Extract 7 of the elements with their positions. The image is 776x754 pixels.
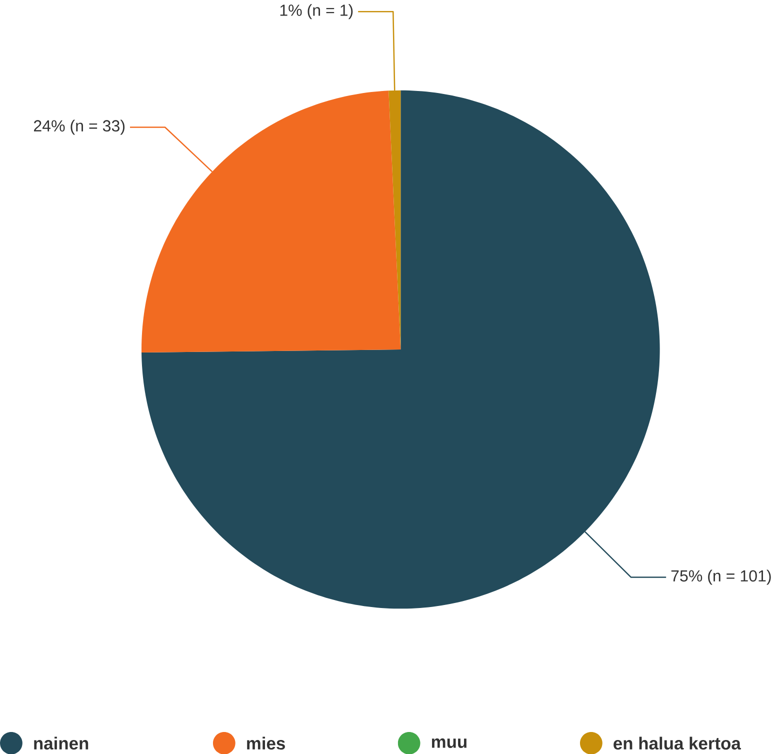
legend-label: muu xyxy=(432,738,466,748)
data-label: 1% (n = 1) xyxy=(280,4,353,19)
legend-label: en halua kertoa xyxy=(614,736,741,750)
data-label: 24% (n = 33) xyxy=(34,120,125,135)
legend-label: nainen xyxy=(34,736,88,750)
data-label: 75% (n = 101) xyxy=(671,570,771,585)
legend-label: mies xyxy=(247,736,285,750)
